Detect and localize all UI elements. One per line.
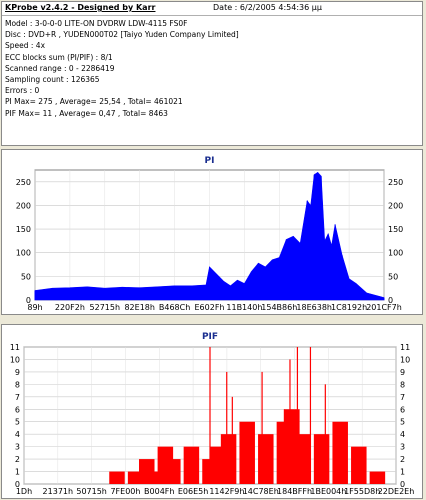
- y-tick-right: 250: [388, 178, 403, 187]
- y-tick-left: 150: [16, 225, 31, 234]
- pif-bar: [109, 471, 125, 484]
- x-tick-label: 1F55D8h: [344, 487, 380, 496]
- x-tick-label: 1C8192h: [331, 303, 367, 312]
- x-tick-label: E602Fh: [195, 303, 225, 312]
- pif-bar: [258, 434, 274, 484]
- x-tick-label: 1Dh: [16, 487, 32, 496]
- x-tick-label: 1142F9h: [209, 487, 244, 496]
- y-tick-left: 5: [15, 418, 20, 427]
- y-tick-left: 4: [15, 430, 20, 439]
- pif-bar: [183, 446, 200, 484]
- y-tick-right: 10: [400, 355, 410, 364]
- disc-line: Disc : DVD+R , YUDEN000T02 [Taiyo Yuden …: [5, 30, 239, 40]
- scan-date: Date : 6/2/2005 4:54:36 μμ: [213, 3, 322, 12]
- x-tick-label: E06E5h: [178, 487, 208, 496]
- y-tick-left: 1: [15, 468, 20, 477]
- model-line: Model : 3-0-0-0 LITE-ON DVDRW LDW-4115 F…: [5, 19, 188, 28]
- pi-chart: PI 0 0 50 50 100 100 150 150 200 200 250 250 89h 220F2…: [16, 156, 404, 312]
- pi-summary-line: PI Max= 275 , Average= 25,54 , Total= 46…: [5, 97, 183, 107]
- pif-bar: [295, 434, 311, 484]
- pif-bar: [351, 446, 367, 484]
- info-panel: KProbe v2.4.2 - Designed by Karr Date : …: [1, 1, 423, 146]
- pif-bar: [165, 459, 181, 484]
- y-tick-right: 4: [400, 430, 405, 439]
- x-tick-label: 50715h: [76, 487, 107, 496]
- y-tick-right: 7: [400, 393, 405, 402]
- y-tick-left: 6: [15, 405, 20, 414]
- speed-line: Speed : 4x: [5, 41, 46, 51]
- y-tick-right: 8: [400, 380, 405, 389]
- x-tick-label: B004Fh: [144, 487, 174, 496]
- y-tick-left: 50: [21, 272, 31, 281]
- y-tick-right: 100: [388, 249, 403, 258]
- pif-bar: [220, 434, 237, 484]
- y-tick-left: 11: [10, 343, 20, 352]
- y-tick-left: 200: [16, 201, 31, 210]
- scanned-range-line: Scanned range : 0 - 2286419: [5, 63, 115, 73]
- y-tick-right: 6: [400, 405, 405, 414]
- y-tick-left: 10: [10, 355, 20, 364]
- y-tick-left: 0: [15, 480, 20, 489]
- x-tick-label: 89h: [27, 303, 42, 312]
- y-tick-left: 2: [15, 455, 20, 464]
- x-tick-label: 154B86h: [261, 303, 297, 312]
- y-tick-right: 200: [388, 201, 403, 210]
- app-title: KProbe v2.4.2 - Designed by Karr: [5, 3, 156, 12]
- x-tick-label: 82E18h: [124, 303, 154, 312]
- x-tick-label: 14C78Eh: [243, 487, 279, 496]
- errors-line: Errors : 0: [5, 86, 40, 96]
- pif-bar: [332, 421, 348, 484]
- pif-bar: [313, 434, 330, 484]
- y-tick-right: 1: [400, 468, 405, 477]
- y-tick-right: 5: [400, 418, 405, 427]
- pi-chart-panel: PI 0 0 50 50 100 100 150 150 200 200 250 250 89h 220F2…: [1, 149, 423, 315]
- x-tick-label: 22DE2Eh: [378, 487, 415, 496]
- x-tick-label: 201CF7h: [366, 303, 402, 312]
- y-tick-left: 100: [16, 249, 31, 258]
- info-lines: Model : 3-0-0-0 LITE-ON DVDRW LDW-4115 F…: [5, 18, 239, 119]
- x-tick-label: 52715h: [90, 303, 121, 312]
- x-tick-label: B468Ch: [159, 303, 190, 312]
- y-tick-right: 50: [388, 272, 398, 281]
- y-tick-right: 3: [400, 443, 405, 452]
- pif-summary-line: PIF Max= 11 , Average= 0,47 , Total= 846…: [5, 108, 168, 118]
- pif-bar: [239, 421, 255, 484]
- y-tick-right: 150: [388, 225, 403, 234]
- pi-area: [34, 172, 385, 301]
- y-tick-left: 250: [16, 178, 31, 187]
- y-tick-right: 11: [400, 343, 410, 352]
- pif-bar: [369, 471, 386, 484]
- ecc-line: ECC blocks sum (PI/PIF) : 8/1: [5, 52, 113, 62]
- x-tick-label: 184BFFh: [277, 487, 312, 496]
- y-tick-right: 9: [400, 368, 405, 377]
- y-tick-left: 8: [15, 380, 20, 389]
- x-tick-label: 220F2h: [55, 303, 85, 312]
- y-tick-left: 9: [15, 368, 20, 377]
- x-tick-label: 7FE00h: [110, 487, 140, 496]
- x-tick-label: 21371h: [43, 487, 74, 496]
- sampling-count-line: Sampling count : 126365: [5, 74, 100, 84]
- x-tick-label: 11B140h: [226, 303, 262, 312]
- y-tick-left: 3: [15, 443, 20, 452]
- chart-title: PIF: [202, 332, 218, 342]
- x-tick-label: 18E638h: [296, 303, 332, 312]
- pif-chart-panel: PIF 0 0 1 1 2 2 3 3 4 4 5 5 6 6 7 7 8 8 9 9 10 10 11 11 1Dh 21371h…: [1, 324, 423, 499]
- y-tick-left: 7: [15, 393, 20, 402]
- y-tick-right: 0: [388, 296, 393, 305]
- info-header: KProbe v2.4.2 - Designed by Karr Date : …: [2, 2, 422, 16]
- y-tick-right: 0: [400, 480, 405, 489]
- x-tick-label: 1BE004h: [310, 487, 346, 496]
- y-tick-left: 0: [26, 296, 31, 305]
- y-tick-right: 2: [400, 455, 405, 464]
- chart-title: PI: [205, 156, 215, 166]
